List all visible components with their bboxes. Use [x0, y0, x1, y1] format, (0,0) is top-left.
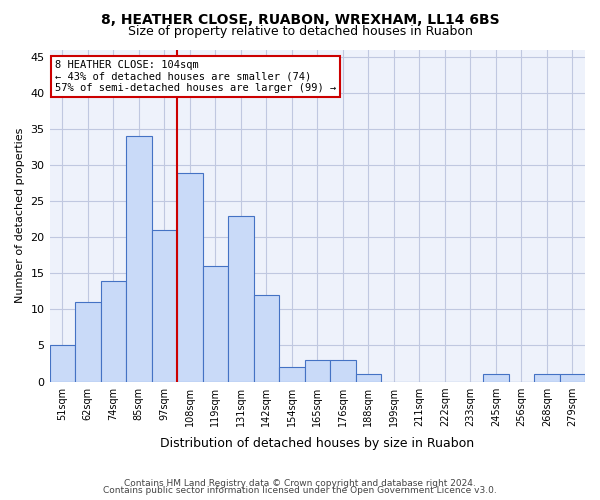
Y-axis label: Number of detached properties: Number of detached properties	[15, 128, 25, 304]
Bar	[126, 136, 152, 382]
Bar	[279, 367, 305, 382]
Text: Size of property relative to detached houses in Ruabon: Size of property relative to detached ho…	[128, 25, 472, 38]
Text: Contains public sector information licensed under the Open Government Licence v3: Contains public sector information licen…	[103, 486, 497, 495]
Bar	[228, 216, 254, 382]
Bar	[483, 374, 509, 382]
Bar	[203, 266, 228, 382]
Bar	[177, 172, 203, 382]
Bar	[534, 374, 560, 382]
Text: 8 HEATHER CLOSE: 104sqm
← 43% of detached houses are smaller (74)
57% of semi-de: 8 HEATHER CLOSE: 104sqm ← 43% of detache…	[55, 60, 336, 93]
Text: Contains HM Land Registry data © Crown copyright and database right 2024.: Contains HM Land Registry data © Crown c…	[124, 478, 476, 488]
Bar	[330, 360, 356, 382]
Text: 8, HEATHER CLOSE, RUABON, WREXHAM, LL14 6BS: 8, HEATHER CLOSE, RUABON, WREXHAM, LL14 …	[101, 12, 499, 26]
Bar	[75, 302, 101, 382]
Bar	[50, 346, 75, 382]
Bar	[152, 230, 177, 382]
Bar	[254, 295, 279, 382]
Bar	[305, 360, 330, 382]
Bar	[101, 280, 126, 382]
X-axis label: Distribution of detached houses by size in Ruabon: Distribution of detached houses by size …	[160, 437, 475, 450]
Bar	[560, 374, 585, 382]
Bar	[356, 374, 381, 382]
